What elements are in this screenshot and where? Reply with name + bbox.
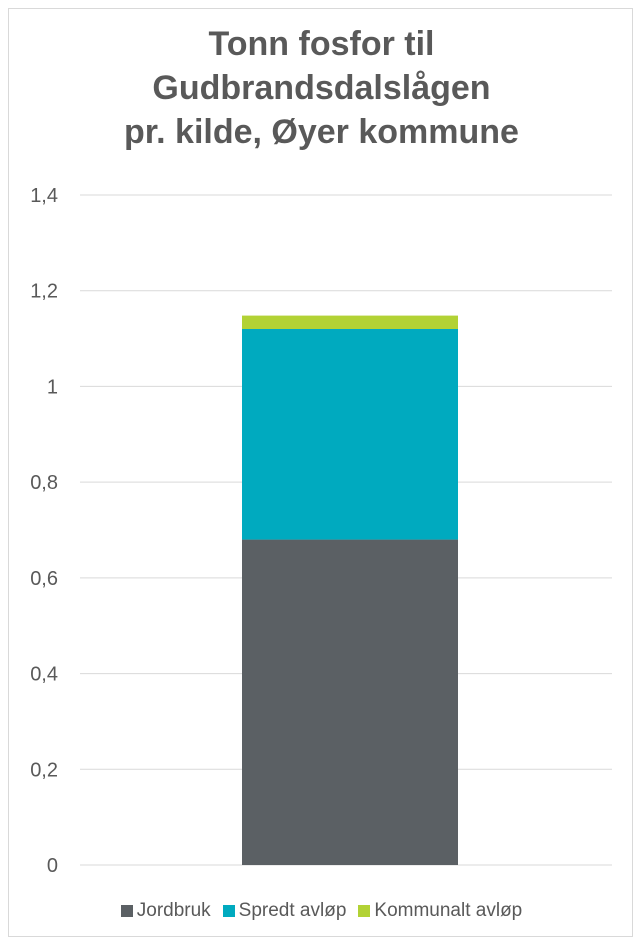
bar-segment-jordbruk xyxy=(242,539,458,865)
legend-swatch xyxy=(222,905,235,917)
y-tick-label: 0 xyxy=(47,855,58,877)
y-tick-label: 0,4 xyxy=(30,664,58,686)
y-tick-label: 0,6 xyxy=(30,568,58,590)
legend: Jordbruk Spredt avløp Kommunalt avløp xyxy=(0,900,643,922)
chart-title-line: pr. kilde, Øyer kommune xyxy=(124,113,519,151)
chart-title: Tonn fosfor til Gudbrandsdalslågen pr. k… xyxy=(0,22,643,154)
legend-label: Kommunalt avløp xyxy=(374,900,523,921)
legend-item-kommunalt-avlop: Kommunalt avløp xyxy=(358,900,522,922)
bar-segment-kommunalt-avl-p xyxy=(242,315,458,329)
y-tick-label: 1,4 xyxy=(30,185,58,207)
legend-item-jordbruk: Jordbruk xyxy=(120,900,211,922)
legend-label: Spredt avløp xyxy=(238,900,347,921)
legend-swatch xyxy=(120,905,133,917)
legend-swatch xyxy=(358,905,371,917)
y-tick-label: 0,2 xyxy=(30,759,58,781)
y-tick-label: 0,8 xyxy=(30,472,58,494)
chart-title-line: Tonn fosfor til xyxy=(208,25,435,63)
bar-segment-spredt-avl-p xyxy=(242,329,458,540)
chart-title-line: Gudbrandsdalslågen xyxy=(152,69,491,107)
legend-item-spredt-avlop: Spredt avløp xyxy=(222,900,347,922)
y-tick-label: 1 xyxy=(47,376,58,398)
legend-label: Jordbruk xyxy=(136,900,211,921)
y-tick-label: 1,2 xyxy=(30,281,58,303)
